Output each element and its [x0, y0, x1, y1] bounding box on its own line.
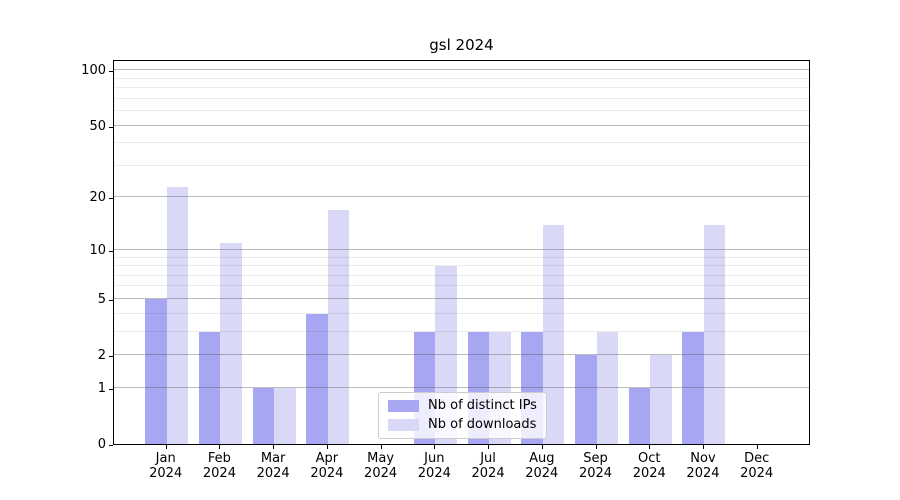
bar-downloads-oct: [650, 355, 672, 444]
bar-downloads-aug: [542, 224, 565, 444]
xtick-mark: [595, 445, 597, 449]
ytick-label-0: 0: [97, 437, 106, 452]
ytick-mark: [109, 71, 113, 72]
bar-ips-oct: [628, 387, 651, 444]
ytick-label-5: 5: [97, 291, 106, 307]
xtick-label-mar: Mar 2024: [256, 451, 290, 481]
legend-swatch-distinct-ips: [388, 399, 419, 412]
legend-label-downloads: Nb of downloads: [428, 417, 537, 432]
ytick-label-1: 1: [97, 380, 106, 396]
bar-ips-feb: [198, 331, 221, 444]
legend: Nb of distinct IPs Nb of downloads: [378, 392, 547, 439]
xtick-label-jul: Jul 2024: [471, 451, 505, 481]
xtick-label-apr: Apr 2024: [310, 451, 344, 481]
bar-downloads-mar: [274, 387, 296, 444]
xtick-label-feb: Feb 2024: [202, 451, 236, 481]
xtick-mark: [165, 445, 167, 449]
chart-title: gsl 2024: [429, 36, 494, 54]
xtick-mark: [273, 445, 275, 449]
xtick-mark: [541, 445, 543, 449]
bar-downloads-sep: [596, 331, 619, 444]
xtick-mark: [756, 445, 758, 449]
xtick-label-nov: Nov 2024: [686, 451, 720, 481]
xtick-label-dec: Dec 2024: [740, 451, 774, 481]
xtick-label-oct: Oct 2024: [632, 451, 666, 481]
ytick-label-10: 10: [89, 242, 106, 258]
ytick-mark: [109, 251, 113, 252]
bar-ips-apr: [306, 313, 328, 444]
xtick-label-jan: Jan 2024: [149, 451, 183, 481]
xtick-mark: [649, 445, 651, 449]
bars-layer: [114, 61, 809, 444]
bar-ips-sep: [575, 355, 597, 444]
bar-downloads-jan: [166, 186, 189, 444]
xtick-mark: [703, 445, 704, 449]
bar-ips-mar: [252, 387, 275, 444]
legend-item-distinct-ips: Nb of distinct IPs: [388, 398, 537, 413]
legend-label-distinct-ips: Nb of distinct IPs: [428, 398, 537, 413]
xtick-mark: [380, 445, 382, 449]
legend-swatch-downloads: [388, 418, 419, 431]
plot-area: [113, 60, 810, 445]
legend-item-downloads: Nb of downloads: [388, 417, 537, 432]
xtick-label-sep: Sep 2024: [578, 451, 613, 481]
ytick-mark: [109, 300, 113, 301]
ytick-mark: [109, 198, 113, 199]
ytick-label-20: 20: [89, 190, 106, 206]
xtick-label-jun: Jun 2024: [417, 451, 451, 481]
ytick-label-100: 100: [81, 63, 106, 79]
bar-downloads-feb: [220, 242, 242, 444]
ytick-mark: [109, 356, 113, 357]
ytick-mark: [109, 127, 113, 128]
bar-ips-jan: [145, 298, 167, 444]
bar-downloads-nov: [703, 224, 726, 444]
bar-ips-nov: [682, 331, 704, 444]
bar-downloads-apr: [327, 209, 350, 444]
ytick-mark: [109, 389, 113, 390]
xtick-mark: [219, 445, 221, 449]
ytick-label-2: 2: [97, 348, 106, 363]
ytick-mark: [109, 445, 113, 446]
xtick-label-aug: Aug 2024: [525, 451, 559, 481]
ytick-label-50: 50: [89, 118, 106, 134]
xtick-label-may: May 2024: [364, 451, 398, 481]
xtick-mark: [434, 445, 436, 449]
xtick-mark: [326, 445, 328, 449]
xtick-mark: [488, 445, 490, 449]
